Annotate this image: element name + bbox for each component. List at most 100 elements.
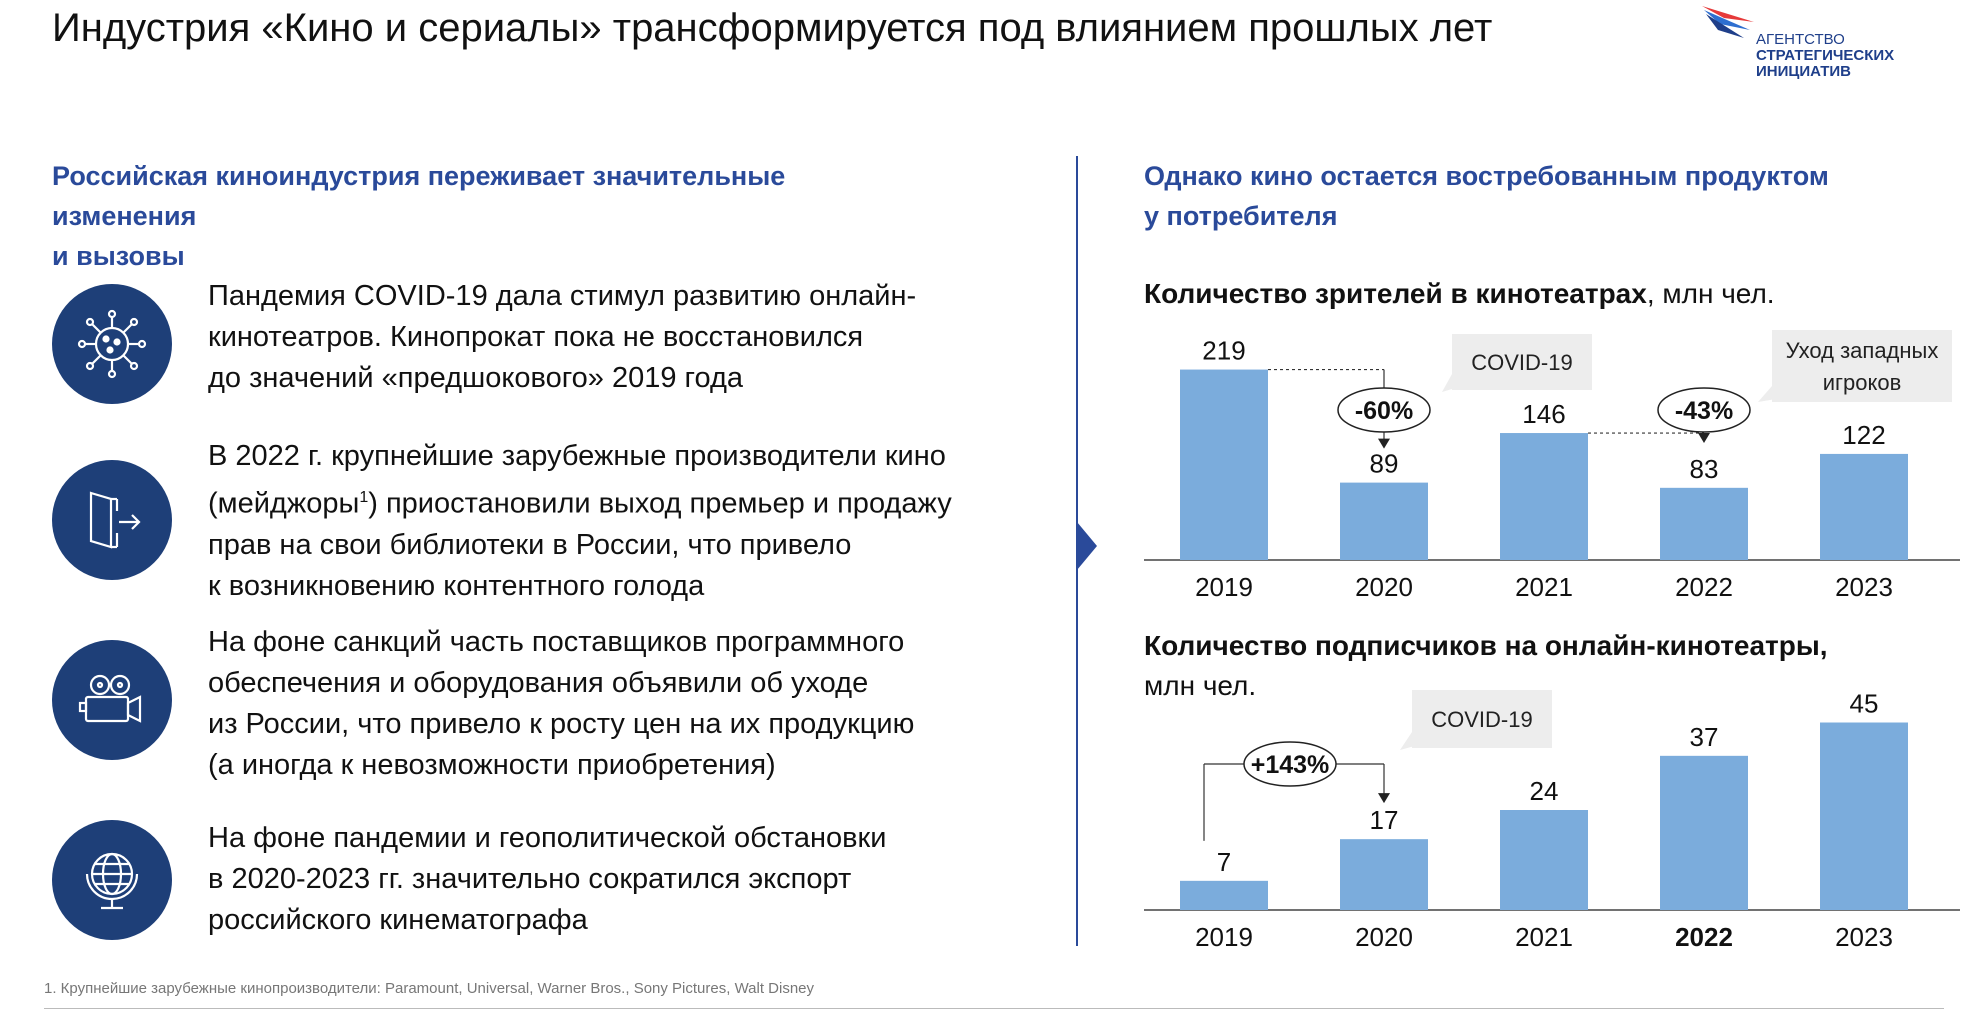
chart-1-viewers: 219 2019 89 2020 146 2021 83 2022 122 2023 -60% COV…: [1144, 330, 1960, 602]
film-camera-icon: [52, 640, 172, 760]
right-heading-line-2: у потребителя: [1144, 201, 1338, 231]
logo: АГЕНТСТВО СТРАТЕГИЧЕСКИХ ИНИЦИАТИВ: [1684, 4, 1924, 94]
chart-2-value-label: 24: [1530, 776, 1559, 806]
right-heading: Однако кино остается востребованным прод…: [1144, 156, 1829, 236]
chart-1-change-2-bubble: [1657, 387, 1751, 433]
left-heading-line-1: Российская киноиндустрия переживает знач…: [52, 161, 786, 191]
chart-2-title-bold: Количество подписчиков на онлайн-кинотеа…: [1144, 630, 1820, 661]
chart-2-title: Количество подписчиков на онлайн-кинотеа…: [1144, 626, 1828, 706]
chart-1-value-label: 83: [1690, 454, 1719, 484]
item-1-line-3: до значений «предшокового» 2019 года: [208, 362, 744, 394]
chart-1-tick-label: 2021: [1515, 572, 1573, 602]
footnote: 1. Крупнейшие зарубежные кинопроизводите…: [44, 980, 815, 997]
chart-1-tick-label: 2023: [1835, 572, 1893, 602]
chart-1-value-label: 146: [1522, 399, 1565, 429]
right-heading-line-1: Однако кино остается востребованным прод…: [1144, 161, 1829, 191]
left-heading-line-2: изменения: [52, 201, 197, 231]
chart-2-bar-2020: [1340, 839, 1428, 910]
logo-line-3: ИНИЦИАТИВ: [1756, 63, 1851, 80]
chart-1-callout-covid-box: [1452, 334, 1592, 390]
exit-door-icon: [52, 460, 172, 580]
chart-2-change-label: +143%: [1251, 751, 1330, 779]
chart-1-title-unit: , млн чел.: [1646, 278, 1775, 309]
item-4-line-3: российского кинематографа: [208, 904, 588, 936]
chart-2-callout-covid-tail: [1400, 732, 1422, 750]
item-2-line-2: (мейджоры1) приостановили выход премьер …: [208, 477, 952, 525]
chart-2-tick-label: 2020: [1355, 922, 1413, 952]
chart-1-arrowhead-1: [1378, 438, 1390, 449]
chart-1-title-bold: Количество зрителей в кинотеатрах: [1144, 278, 1647, 309]
item-3-line-3: из России, что привело к росту цен на их…: [208, 708, 915, 740]
chart-1-callout-exit-tail: [1758, 386, 1782, 402]
globe-icon: [52, 820, 172, 940]
chart-2-change-bubble: [1243, 741, 1337, 787]
chart-2-value-label: 37: [1690, 722, 1719, 752]
chart-2-value-label: 17: [1370, 805, 1399, 835]
chart-1-arrowhead-2: [1698, 433, 1710, 444]
chart-1-change-1-bubble: [1337, 387, 1431, 433]
chart-1-value-label: 122: [1842, 420, 1885, 450]
logo-text: АГЕНТСТВО СТРАТЕГИЧЕСКИХ ИНИЦИАТИВ: [1756, 32, 1894, 80]
item-4-line-2: в 2020-2023 гг. значительно сократился э…: [208, 863, 852, 895]
logo-mark-icon: [1702, 6, 1754, 38]
chart-2-tick-label: 2022: [1675, 922, 1733, 952]
chart-1-title: Количество зрителей в кинотеатрах, млн ч…: [1144, 278, 1775, 310]
chart-2-title-comma: ,: [1819, 630, 1828, 661]
item-3-line-2: обеспечения и оборудования объявили об у…: [208, 667, 869, 699]
chart-1-tick-label: 2019: [1195, 572, 1253, 602]
chart-1-callout-exit-text: Уход западных: [1786, 338, 1939, 363]
chart-1-bar-2020: [1340, 482, 1428, 560]
item-text-3: На фоне санкций часть поставщиков програ…: [208, 622, 914, 786]
chart-1-bar-2019: [1180, 369, 1268, 560]
item-text-4: На фоне пандемии и геополитической обста…: [208, 818, 886, 941]
item-text-1: Пандемия COVID-19 дала стимул развитию о…: [208, 276, 916, 399]
chart-1-tick-label: 2020: [1355, 572, 1413, 602]
logo-line-2: СТРАТЕГИЧЕСКИХ: [1756, 47, 1895, 64]
chart-2-callout-covid-box: [1412, 690, 1552, 748]
item-3-line-1: На фоне санкций часть поставщиков програ…: [208, 626, 905, 658]
chart-2-callout-covid-text: COVID-19: [1431, 707, 1532, 732]
chart-1-tick-label: 2022: [1675, 572, 1733, 602]
chart-2-bar-2021: [1500, 810, 1588, 910]
left-heading-line-3: и вызовы: [52, 241, 185, 271]
chart-1-callout-exit-text: игроков: [1823, 370, 1902, 395]
chart-2-bar-2022: [1660, 755, 1748, 910]
left-heading: Российская киноиндустрия переживает знач…: [52, 156, 785, 276]
chart-2-tick-label: 2021: [1515, 922, 1573, 952]
chart-1-callout-covid-text: COVID-19: [1471, 350, 1572, 375]
item-1-line-1: Пандемия COVID-19 дала стимул развитию о…: [208, 280, 917, 312]
chart-2-value-label: 7: [1217, 847, 1231, 877]
chart-1-value-label: 219: [1202, 336, 1245, 366]
chart-2-tick-label: 2019: [1195, 922, 1253, 952]
item-2-line-4: к возникновению контентного голода: [208, 569, 705, 602]
logo-line-1: АГЕНТСТВО: [1756, 31, 1845, 48]
chart-1-value-label: 89: [1370, 449, 1399, 479]
chart-2-arrowhead: [1378, 793, 1390, 804]
divider-arrow-icon: [1077, 522, 1097, 570]
item-2-line-2-start: (мейджоры: [208, 487, 360, 520]
chart-2-subscribers: 7 2019 17 2020 24 2021 37 2022 45 2023 +143% COVID-…: [1144, 689, 1960, 952]
item-2-line-1: В 2022 г. крупнейшие зарубежные производ…: [208, 440, 946, 472]
virus-icon: [52, 284, 172, 404]
bottom-rule: [44, 1008, 1944, 1009]
page-title: Индустрия «Кино и сериалы» трансформируе…: [52, 6, 1493, 50]
chart-2-bar-2023: [1820, 722, 1908, 910]
chart-1-bar-2023: [1820, 453, 1908, 560]
chart-2-title-unit: млн чел.: [1144, 670, 1257, 701]
item-text-2: В 2022 г. крупнейшие зарубежные производ…: [208, 436, 952, 607]
chart-1-change-1-label: -60%: [1355, 397, 1413, 425]
item-2-line-2-end: ) приостановили выход премьер и продажу: [368, 487, 952, 520]
chart-1-change-2-label: -43%: [1675, 397, 1733, 425]
item-1-line-2: кинотеатров. Кинопрокат пока не восстано…: [208, 321, 864, 353]
footnote-ref: 1: [359, 489, 369, 506]
chart-2-value-label: 45: [1850, 689, 1879, 719]
item-4-line-1: На фоне пандемии и геополитической обста…: [208, 822, 887, 854]
item-2-line-3: прав на свои библиотеки в России, что пр…: [208, 528, 852, 561]
item-3-line-4: (а иногда к невозможности приобретения): [208, 749, 776, 781]
chart-1-bar-2021: [1500, 433, 1588, 560]
chart-1-callout-covid-tail: [1442, 374, 1462, 392]
chart-1-callout-exit-box: [1772, 330, 1952, 402]
chart-2-bar-2019: [1180, 880, 1268, 910]
chart-2-tick-label: 2023: [1835, 922, 1893, 952]
chart-1-bar-2022: [1660, 487, 1748, 560]
